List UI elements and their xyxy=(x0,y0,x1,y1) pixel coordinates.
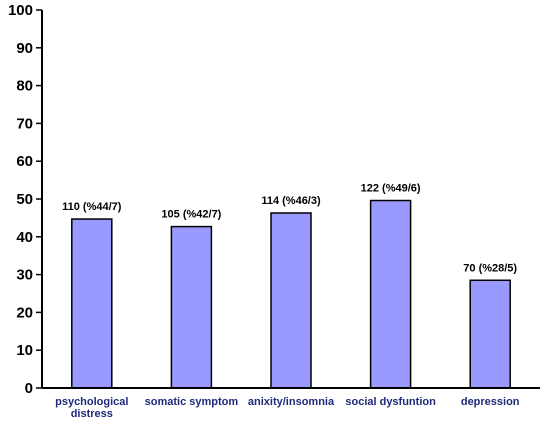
bar xyxy=(469,279,511,389)
data-labels: 110 (%44/7) 105 (%42/7) 114 (%46/3) 122 (%4… xyxy=(62,183,517,275)
y-tick-label: 90 xyxy=(16,40,33,57)
y-tick-label: 30 xyxy=(16,267,33,284)
category-label: anixity/insomnia xyxy=(248,396,335,408)
category-label: social dysfuntion xyxy=(345,396,436,408)
bars xyxy=(71,199,511,389)
data-label: 122 (%49/6) xyxy=(361,183,421,195)
y-tick-label: 50 xyxy=(16,191,33,208)
y-tick-label: 70 xyxy=(16,115,33,132)
category-labels: psychological distress somatic symptom anix… xyxy=(55,396,520,420)
y-tick-label: 20 xyxy=(16,304,33,321)
data-label: 105 (%42/7) xyxy=(161,209,221,221)
category-label: somatic symptom xyxy=(145,396,239,408)
data-label: 70 (%28/5) xyxy=(463,262,517,274)
bar xyxy=(270,212,312,389)
bar xyxy=(369,199,412,389)
data-label: 110 (%44/7) xyxy=(62,201,122,213)
y-tick-label: 10 xyxy=(16,342,33,359)
data-label: 114 (%46/3) xyxy=(261,195,321,207)
y-tick-label: 80 xyxy=(16,78,33,95)
category-label: depression xyxy=(461,396,520,408)
bar xyxy=(170,225,213,389)
y-tick-label: 100 xyxy=(8,2,33,19)
y-tick-label: 0 xyxy=(25,380,33,397)
category-label: psychological distress xyxy=(55,396,128,420)
y-tick-label: 60 xyxy=(16,153,33,170)
y-axis-ticks: 0 10 20 30 40 50 60 70 80 90 100 xyxy=(8,2,42,397)
bar xyxy=(71,218,113,389)
y-tick-label: 40 xyxy=(16,229,33,246)
